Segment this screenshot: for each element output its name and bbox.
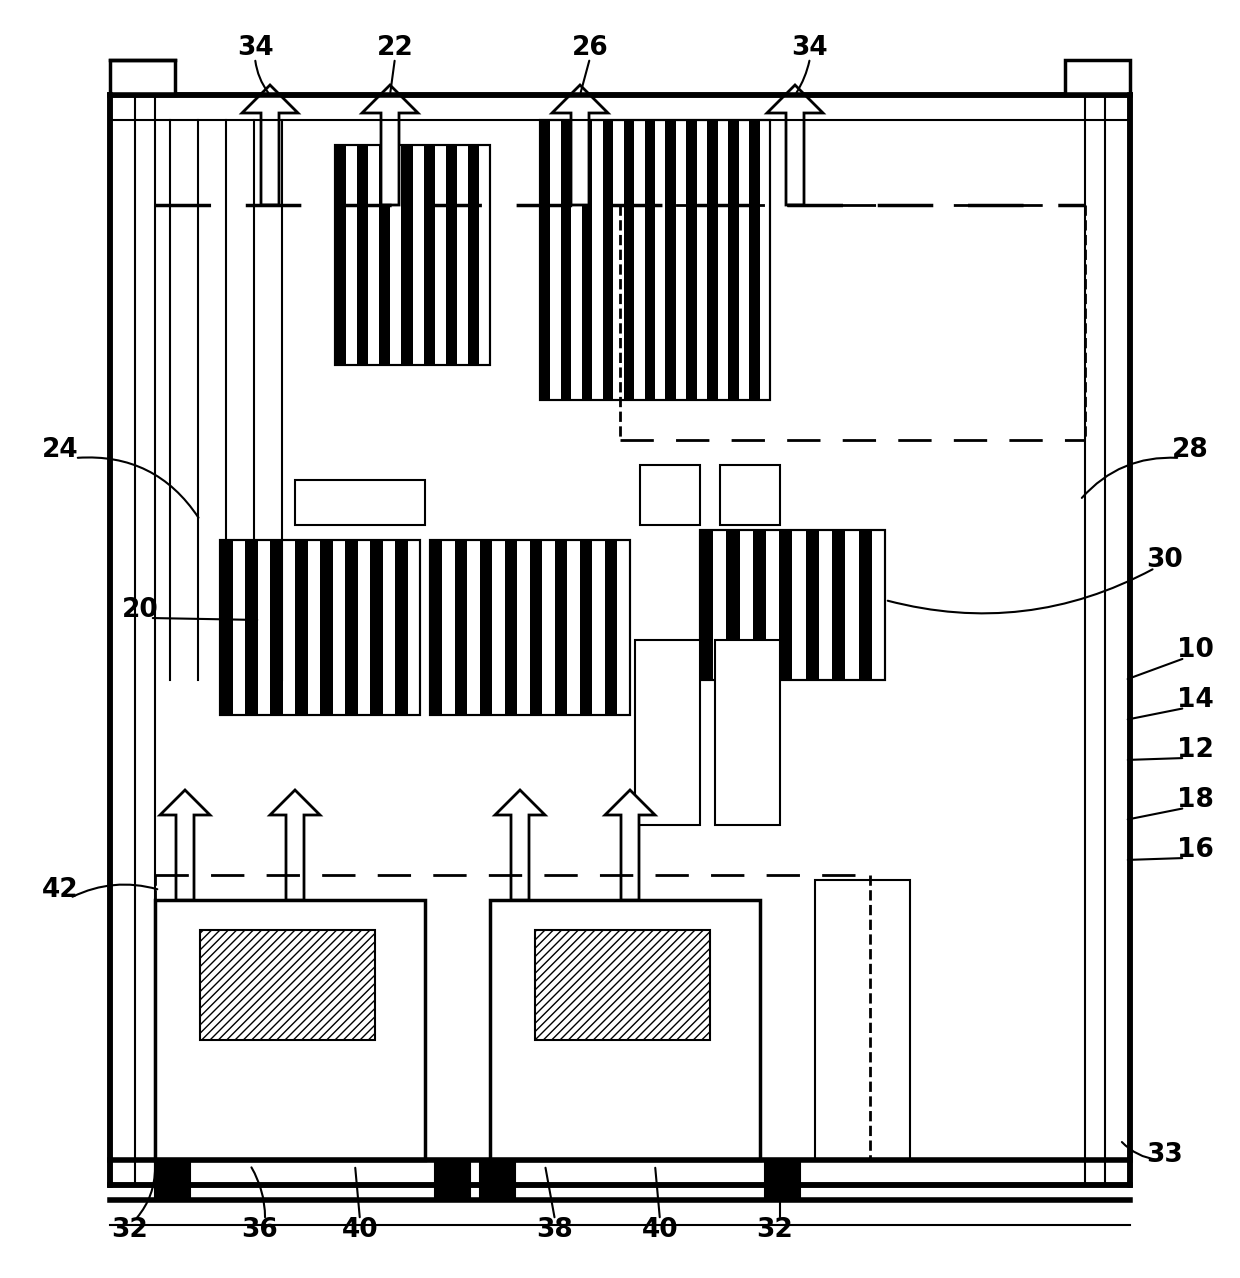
Bar [715, 640, 780, 826]
Bar [396, 541, 408, 714]
Bar [430, 541, 630, 714]
Bar [455, 541, 467, 714]
Polygon shape [552, 86, 608, 204]
Bar [490, 900, 760, 1160]
Bar [335, 144, 346, 366]
Bar [505, 541, 517, 714]
Polygon shape [768, 86, 823, 204]
Text: 40: 40 [641, 1217, 678, 1243]
Text: 32: 32 [112, 1217, 149, 1243]
Bar [832, 530, 846, 680]
Bar [605, 541, 618, 714]
Bar [435, 1160, 470, 1200]
Bar [295, 481, 425, 525]
Bar [200, 930, 374, 1040]
Text: 28: 28 [1172, 437, 1208, 463]
Bar [110, 95, 1130, 1185]
Bar [701, 530, 885, 680]
Bar [270, 541, 283, 714]
Bar [219, 541, 420, 714]
Bar [560, 120, 572, 400]
Bar [430, 541, 443, 714]
Bar [640, 465, 701, 525]
Bar [370, 541, 382, 714]
Bar [582, 120, 593, 400]
Bar [666, 120, 676, 400]
Bar [645, 120, 655, 400]
Bar [806, 530, 818, 680]
Bar [720, 465, 780, 525]
Bar [779, 530, 792, 680]
Bar [155, 1160, 190, 1200]
Text: 16: 16 [1177, 837, 1214, 863]
Polygon shape [242, 86, 298, 204]
Bar [624, 120, 634, 400]
Bar [749, 120, 760, 400]
Polygon shape [362, 86, 418, 204]
Bar [345, 541, 357, 714]
Bar [379, 144, 391, 366]
Bar [467, 144, 479, 366]
Polygon shape [495, 790, 546, 900]
Bar [701, 530, 713, 680]
Bar [424, 144, 435, 366]
Bar [635, 640, 701, 826]
Bar [110, 60, 175, 95]
Bar [445, 144, 456, 366]
Text: 38: 38 [537, 1217, 573, 1243]
Text: 26: 26 [572, 35, 609, 61]
Bar [858, 530, 872, 680]
Bar [603, 120, 614, 400]
Bar [357, 144, 368, 366]
Bar [320, 541, 332, 714]
Bar [687, 120, 697, 400]
Bar [727, 530, 739, 680]
Bar [155, 900, 425, 1160]
Bar [707, 120, 718, 400]
Bar [539, 120, 770, 400]
Polygon shape [605, 790, 655, 900]
Bar [701, 530, 885, 680]
Text: 10: 10 [1177, 636, 1214, 663]
Bar [539, 120, 770, 400]
Polygon shape [270, 790, 320, 900]
Bar [480, 541, 492, 714]
Bar [753, 530, 766, 680]
Text: 34: 34 [237, 35, 273, 61]
Polygon shape [160, 790, 210, 900]
Bar [728, 120, 739, 400]
Bar [430, 541, 630, 714]
Bar [295, 541, 308, 714]
Text: 18: 18 [1177, 787, 1214, 813]
Text: 40: 40 [342, 1217, 378, 1243]
Text: 42: 42 [42, 877, 78, 904]
Text: 24: 24 [42, 437, 78, 463]
Text: 12: 12 [1177, 737, 1214, 763]
Bar [539, 120, 551, 400]
Bar [815, 881, 910, 1160]
Bar [580, 541, 593, 714]
Text: 14: 14 [1177, 688, 1214, 713]
Text: 33: 33 [1147, 1143, 1183, 1168]
Bar [534, 930, 711, 1040]
Bar [1065, 60, 1130, 95]
Bar [402, 144, 413, 366]
Text: 32: 32 [756, 1217, 794, 1243]
Text: 20: 20 [122, 597, 159, 622]
Text: 30: 30 [1147, 547, 1183, 573]
Bar [529, 541, 542, 714]
Bar [246, 541, 258, 714]
Bar [480, 1160, 515, 1200]
Bar [219, 541, 233, 714]
Text: 34: 34 [791, 35, 828, 61]
Text: 36: 36 [242, 1217, 278, 1243]
Bar [335, 144, 490, 366]
Bar [765, 1160, 800, 1200]
Text: 22: 22 [377, 35, 413, 61]
Bar [335, 144, 490, 366]
Bar [219, 541, 420, 714]
Bar [556, 541, 568, 714]
